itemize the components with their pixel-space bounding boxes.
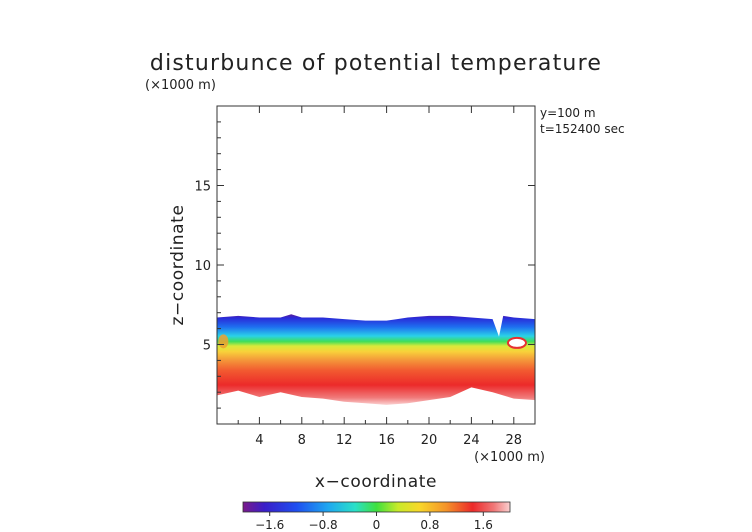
y-tick-label: 15 [194,180,211,195]
temperature-field [217,314,535,405]
y-tick-label: 5 [203,339,211,354]
plot-area: 4 8 12 16 20 24 28 5 10 15 [194,105,536,448]
warm-pocket [506,336,527,349]
colorbar-tick-label: −1.6 [255,518,284,532]
x-axis-label: x−coordinate [315,472,437,492]
y-axis-ticks: 5 10 15 [194,121,535,409]
y-tick-label: 10 [194,259,211,274]
x-tick-label: 12 [336,433,353,448]
x-tick-label: 16 [378,433,395,448]
chart-title: disturbunce of potential temperature [150,51,602,76]
colorbar: −1.6 −0.8 0 0.8 1.6 [242,501,511,532]
x-tick-label: 28 [506,433,523,448]
annotation-y: y=100 m [540,106,596,120]
x-tick-label: 4 [255,433,263,448]
edge-anomaly [218,334,229,349]
colorbar-ticks: −1.6 −0.8 0 0.8 1.6 [255,512,493,532]
annotation-time: t=152400 sec [540,122,625,136]
x-tick-label: 24 [463,433,480,448]
x-tick-label: 8 [298,433,306,448]
x-unit-label: (×1000 m) [474,450,545,465]
x-tick-label: 20 [421,433,438,448]
y-unit-label: (×1000 m) [145,78,216,93]
colorbar-gradient [242,501,511,513]
temperature-layer [217,314,535,405]
x-axis-ticks: 4 8 12 16 20 24 28 [237,106,523,448]
colorbar-tick-label: 0.8 [420,518,439,532]
colorbar-tick-label: 1.6 [474,518,493,532]
colorbar-tick-label: −0.8 [309,518,338,532]
y-axis-label: z−coordinate [168,204,188,325]
colorbar-tick-label: 0 [373,518,381,532]
